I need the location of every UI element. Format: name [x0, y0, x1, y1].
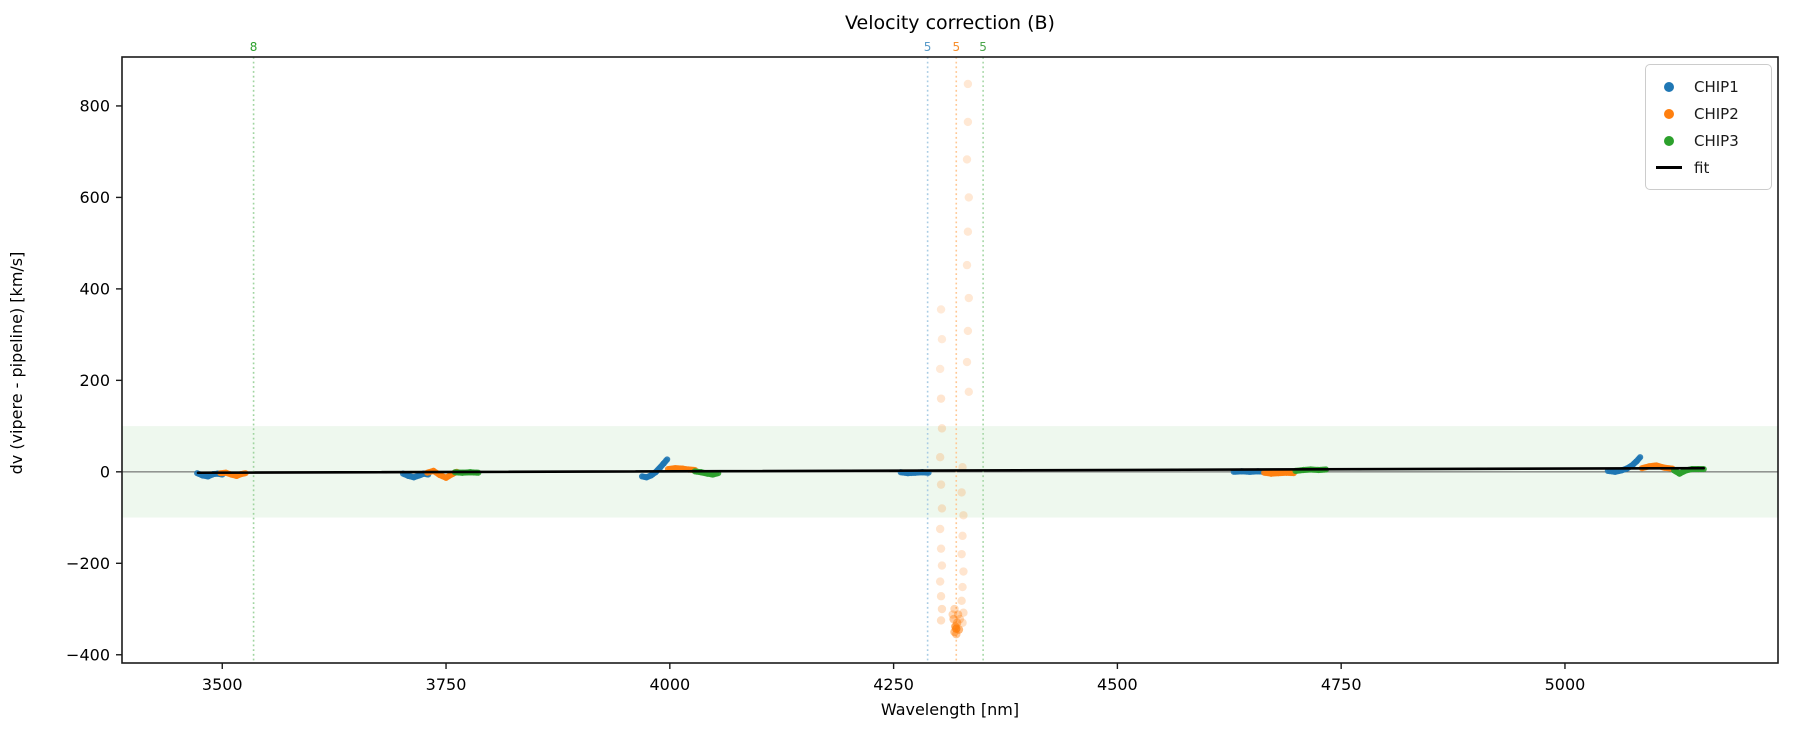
- x-tick-label: 5000: [1545, 675, 1586, 694]
- y-tick-label: 200: [79, 371, 110, 390]
- outlier-dot: [935, 577, 945, 586]
- axes-spines: [121, 56, 1779, 664]
- outlier-dot: [936, 394, 946, 403]
- x-tick-label: 4750: [1321, 675, 1362, 694]
- outlier-dot: [936, 592, 946, 601]
- y-tick-label: 400: [79, 279, 110, 298]
- outlier-dot: [937, 424, 947, 433]
- x-axis-label: Wavelength [nm]: [880, 700, 1020, 719]
- outlier-dot: [952, 624, 961, 633]
- x-tick-label: 3750: [426, 675, 467, 694]
- outlier-dot: [935, 364, 945, 374]
- outlier-dot: [937, 504, 947, 513]
- legend-label: CHIP3: [1694, 131, 1739, 150]
- x-tick-label: 4000: [649, 675, 690, 694]
- outlier-spray: [935, 79, 973, 639]
- outlier-dot: [937, 604, 947, 614]
- outlier-dot: [957, 488, 966, 497]
- outlier-dot: [959, 608, 968, 617]
- legend-swatch-shape: [1664, 135, 1674, 146]
- y-tick-label: −200: [66, 554, 110, 573]
- outlier-dot: [948, 610, 957, 619]
- chart-title: Velocity correction (B): [845, 12, 1055, 34]
- vline-count-label: 5: [952, 40, 960, 54]
- legend-item-fit: fit: [1656, 154, 1761, 181]
- legend-swatch-shape: [1664, 81, 1674, 92]
- vline-count-label: 8: [250, 40, 258, 54]
- outlier-dot: [957, 596, 966, 605]
- y-tick-label: 800: [79, 96, 110, 115]
- legend-dot-marker: [1656, 108, 1682, 119]
- x-tick-label: 3500: [202, 675, 243, 694]
- fit-line: [196, 466, 1706, 475]
- x-tick-label: 4250: [873, 675, 914, 694]
- outlier-dot: [958, 531, 967, 541]
- outlier-dot: [963, 326, 973, 336]
- outlier-dot: [959, 567, 968, 576]
- legend-swatch-shape: [1664, 108, 1674, 119]
- vline-count-label: 5: [924, 40, 932, 54]
- vline-count-label: 5: [979, 40, 987, 54]
- legend-label: fit: [1694, 158, 1710, 177]
- outlier-dot: [962, 357, 972, 367]
- y-tick-label: 600: [79, 188, 110, 207]
- legend-item-chip3: CHIP3: [1656, 127, 1761, 154]
- outlier-dot: [950, 604, 959, 614]
- outlier-dot: [964, 387, 973, 396]
- outlier-dot: [935, 524, 945, 534]
- legend-label: CHIP2: [1694, 104, 1739, 123]
- legend-item-chip2: CHIP2: [1656, 100, 1761, 127]
- outlier-dot: [937, 561, 947, 570]
- legend-swatch-shape: [1656, 166, 1682, 169]
- outlier-dot: [936, 305, 946, 314]
- outlier-dot: [964, 293, 973, 303]
- outlier-dot: [959, 511, 968, 520]
- legend-label: CHIP1: [1694, 77, 1739, 96]
- outlier-dot: [963, 79, 973, 89]
- legend-dot-marker: [1656, 135, 1682, 146]
- outlier-dot: [936, 616, 946, 625]
- outlier-dot: [963, 227, 973, 236]
- legend-item-chip1: CHIP1: [1656, 73, 1761, 100]
- outlier-dot: [935, 452, 945, 462]
- outlier-dot: [936, 544, 946, 553]
- outlier-dot: [962, 260, 972, 270]
- scatter-dot: [1637, 454, 1644, 461]
- legend-line-marker: [1656, 166, 1682, 169]
- legend-dot-marker: [1656, 81, 1682, 92]
- y-tick-label: 0: [100, 462, 110, 481]
- y-axis-label: dv (vipere - pipeline) [km/s]: [7, 251, 26, 475]
- x-tick-label: 4500: [1097, 675, 1138, 694]
- outlier-dot: [957, 549, 966, 559]
- outlier-dot: [953, 610, 963, 619]
- y-tick-label: −400: [66, 645, 110, 664]
- outlier-dot: [962, 155, 972, 164]
- outlier-dot: [964, 193, 973, 202]
- outlier-dot: [936, 480, 946, 489]
- outlier-dot: [963, 117, 973, 127]
- outlier-dot: [955, 614, 965, 624]
- legend-box: CHIP1 CHIP2 CHIP3 fit: [1645, 64, 1772, 190]
- outlier-dot: [937, 334, 947, 344]
- scatter-dot: [664, 456, 671, 463]
- outlier-dot: [958, 582, 967, 592]
